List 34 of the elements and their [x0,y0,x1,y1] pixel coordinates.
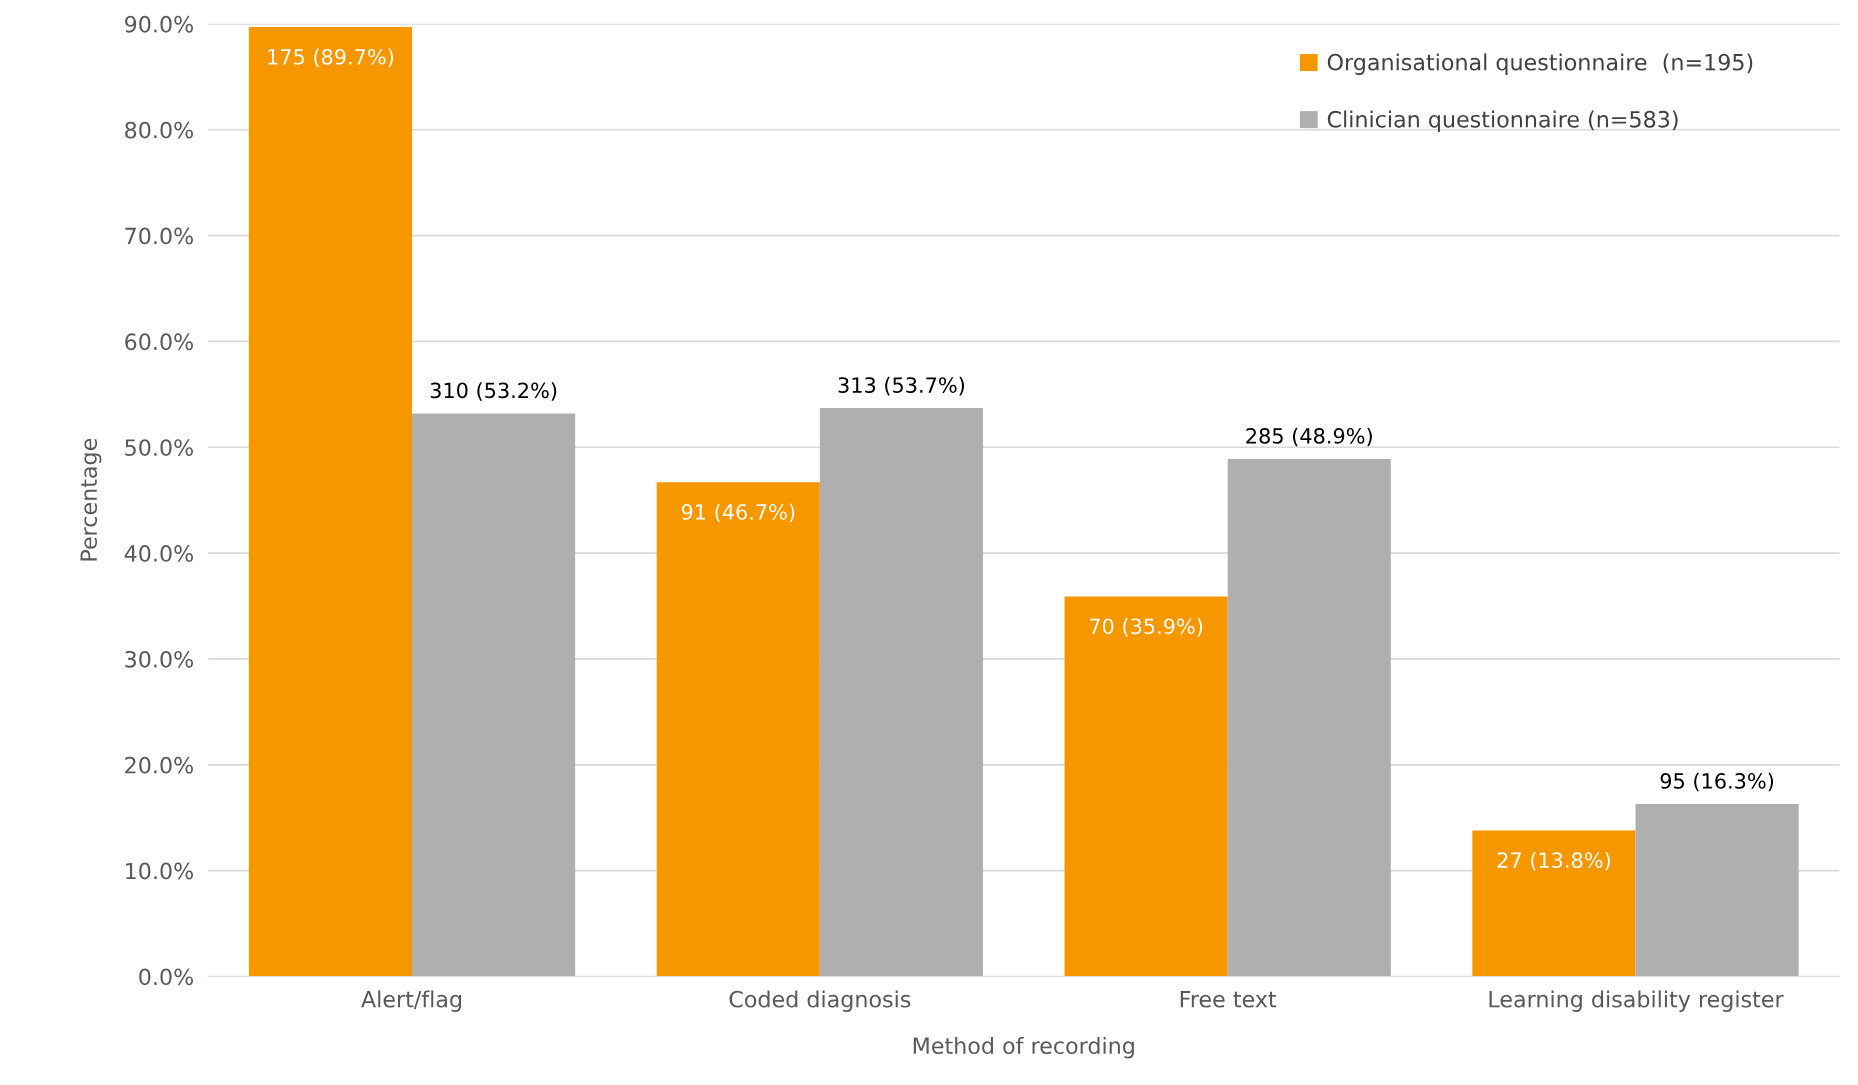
bar [656,482,820,977]
y-tick-label: 20.0% [125,756,193,774]
x-tick-label: Coded diagnosis [729,990,911,1012]
bar [1472,830,1636,977]
x-tick-label: Alert/flag [361,990,462,1012]
bar [412,413,576,977]
x-axis-title: Method of recording [913,1036,1134,1059]
y-tick-label: 0.0% [139,968,193,986]
bar [1227,458,1391,977]
legend-label: Clinician questionnaire (n=583) [1327,110,1678,132]
data-label: 27 (13.8%) [1497,851,1610,871]
y-tick-label: 50.0% [125,439,193,457]
data-label: 313 (53.7%) [838,376,965,396]
y-axis-title: Percentage [80,438,102,561]
y-tick-label: 90.0% [125,15,193,33]
y-tick-label: 10.0% [126,862,193,880]
legend-label: Organisational questionnaire (n=195) [1327,53,1753,75]
bar [1064,596,1228,977]
data-label: 91 (46.7%) [681,503,795,523]
y-tick-label: 80.0% [125,121,193,139]
y-tick-label: 30.0% [125,650,193,668]
data-label: 70 (35.9%) [1090,618,1203,637]
x-tick-label: Learning disability register [1489,990,1784,1012]
x-tick-label: Free text [1180,991,1277,1008]
data-label: 285 (48.9%) [1246,427,1372,447]
bar [1635,803,1799,977]
y-tick-label: 60.0% [125,333,193,351]
y-tick-label: 40.0% [124,545,193,562]
data-label: 310 (53.2%) [430,382,557,401]
y-tick-label: 70.0% [125,227,193,245]
bar [248,27,413,977]
bar [819,408,983,977]
data-label: 95 (16.3%) [1660,772,1774,792]
data-label: 175 (89.7%) [268,48,394,68]
